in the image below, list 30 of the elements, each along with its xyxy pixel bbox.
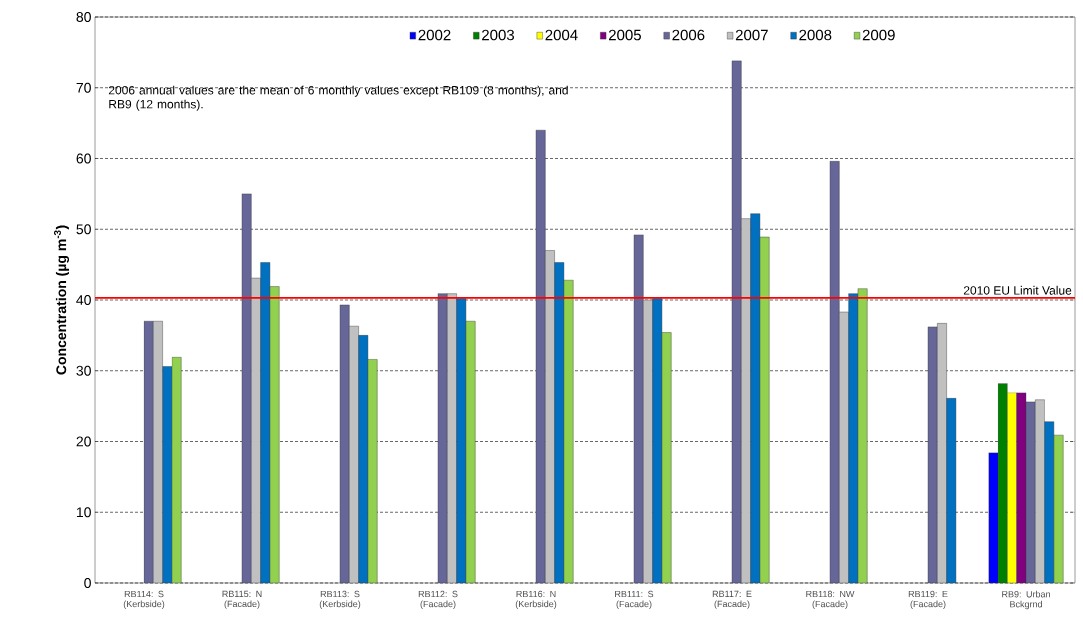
legend-label: 2009 xyxy=(862,29,895,41)
y-tick-label: 30 xyxy=(76,365,91,376)
x-tick-label: RB112: S (Facade) xyxy=(418,590,458,609)
y-tick-label: 60 xyxy=(76,153,91,164)
y-tick-label: 70 xyxy=(76,82,91,93)
legend-label: 2003 xyxy=(482,29,515,41)
y-tick-label: 20 xyxy=(76,436,91,447)
x-tick-label: RB113: S (Kerbside) xyxy=(319,590,361,609)
y-tick-label: 50 xyxy=(76,224,91,235)
ref-line-label: 2010 EU Limit Value xyxy=(963,285,1072,295)
legend-label: 2004 xyxy=(545,29,578,41)
legend-label: 2005 xyxy=(609,29,641,41)
y-axis-title: Concentration (µg m$^{-3}$) xyxy=(54,225,70,375)
x-tick-label: RB117: E (Facade) xyxy=(712,590,752,609)
x-tick-label: RB119: E (Facade) xyxy=(908,590,948,609)
legend-label: 2002 xyxy=(418,29,451,41)
legend-label: 2007 xyxy=(735,29,768,41)
x-tick-label: RB115: N (Facade) xyxy=(222,590,262,609)
x-tick-label: RB9: Urban Bckgrnd xyxy=(1002,590,1050,610)
x-tick-label: RB116: N (Kerbside) xyxy=(515,590,557,609)
y-tick-label: 0 xyxy=(84,578,91,588)
legend-label: 2006 xyxy=(672,29,705,41)
y-tick-label: 80 xyxy=(76,12,91,22)
y-tick-label: 10 xyxy=(76,507,91,518)
legend-label: 2008 xyxy=(799,29,832,41)
x-tick-label: RB114: S (Kerbside) xyxy=(123,590,165,609)
annotation: 2006 annual values are the mean of 6 monthly values except RB109 (8 months), and RB9 (12 months). xyxy=(108,85,568,111)
x-tick-label: RB111: S (Facade) xyxy=(615,590,654,609)
x-tick-label: RB118: NW (Facade) xyxy=(806,590,855,609)
y-tick-label: 40 xyxy=(76,295,91,305)
